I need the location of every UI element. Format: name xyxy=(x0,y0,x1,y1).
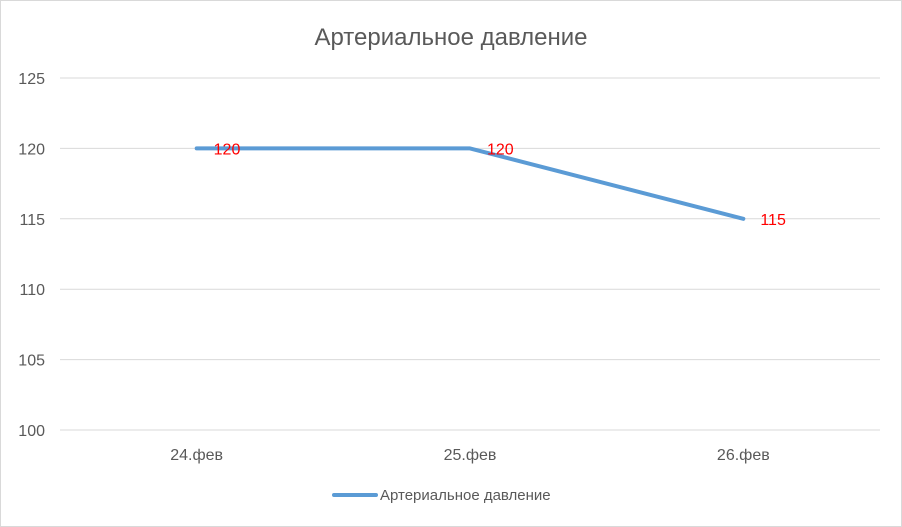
series-layer xyxy=(194,146,746,221)
x-tick-label-2: 25.фев xyxy=(444,447,497,464)
chart-title: Артериальное давление xyxy=(314,24,587,51)
series-line-1 xyxy=(194,146,746,221)
y-axis-ticks: 100 105 110 115 120 125 xyxy=(18,71,45,440)
data-label-1: 120 xyxy=(214,141,241,158)
legend-label: Артериальное давление xyxy=(380,487,551,504)
x-tick-label-1: 24.фев xyxy=(170,447,223,464)
data-labels: 120 120 115 xyxy=(214,141,786,228)
y-tick-label-105: 105 xyxy=(18,353,45,370)
y-tick-label-100: 100 xyxy=(18,423,45,440)
y-tick-label-120: 120 xyxy=(18,141,45,158)
x-axis-ticks: 24.фев 25.фев 26.фев xyxy=(170,447,769,464)
data-label-2: 120 xyxy=(487,141,514,158)
legend: Артериальное давление xyxy=(332,487,551,504)
gridlines xyxy=(60,77,880,431)
x-tick-label-3: 26.фев xyxy=(717,447,770,464)
y-tick-label-115: 115 xyxy=(19,212,45,229)
data-label-3: 115 xyxy=(760,212,786,229)
y-tick-label-110: 110 xyxy=(19,282,45,299)
y-tick-label-125: 125 xyxy=(18,71,45,88)
